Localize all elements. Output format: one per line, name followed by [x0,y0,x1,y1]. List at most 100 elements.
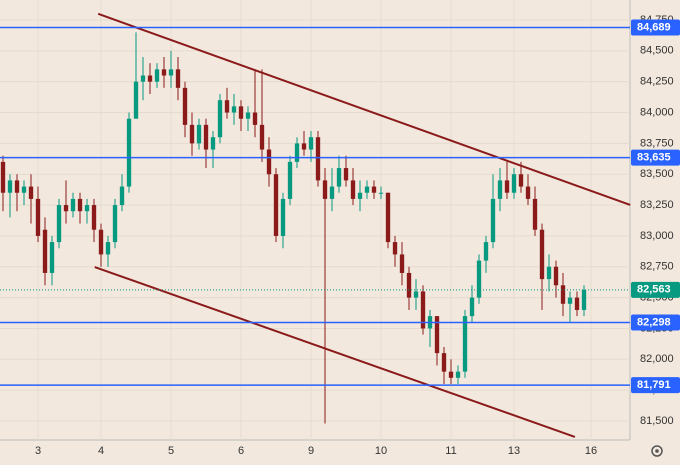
candle-body [182,87,188,125]
candle-body [203,124,209,150]
candle-body [385,192,391,243]
y-tick-label: 84,250 [640,76,674,88]
candle-body [168,69,174,76]
candle-body [567,297,573,304]
candle-body [504,180,510,193]
grid [0,0,630,440]
level-label: 83,635 [637,151,671,163]
candle-body [322,180,328,199]
candle-body [273,174,279,236]
candle-body [308,137,314,150]
candle-body [98,229,104,255]
y-tick-label: 82,750 [640,261,674,273]
candle-body [266,149,272,175]
candle-body [259,124,265,150]
candle-body [14,180,20,193]
candle-body [140,75,146,82]
x-tick-label: 3 [35,445,41,457]
y-tick-label: 81,500 [640,415,674,427]
candle-body [0,161,6,193]
candle-body [56,205,62,243]
plot [0,12,631,438]
candle-body [490,198,496,243]
candle-body [7,180,13,193]
level-badge [631,149,680,166]
candle-body [406,272,412,298]
candle-body [126,118,132,187]
x-tick-label: 9 [308,445,314,457]
candle-body [518,174,524,187]
candle-body [175,69,181,88]
candle-body [315,137,321,181]
candle-body [147,75,153,82]
candle-body [77,198,83,212]
last-price-badge [631,281,680,298]
candle-body [357,192,363,199]
candle-body [35,198,41,236]
candle-body [280,198,286,236]
y-tick-label: 83,000 [640,230,674,242]
candle-body [91,205,97,230]
candle-body [105,242,111,255]
candle-body [70,198,76,212]
candle-body [511,174,517,193]
candle-body [28,186,34,199]
candle-body [252,112,258,125]
candle-body [133,81,139,119]
candle-body [343,168,349,181]
candle-body [378,192,384,194]
level-label: 82,298 [637,316,671,328]
candle-body [553,266,559,286]
candle-body [336,168,342,187]
settings-icon[interactable] [651,445,663,457]
x-tick-label: 13 [508,445,520,457]
candle-body [119,186,125,206]
candle-body [469,297,475,317]
y-tick-label: 83,500 [640,168,674,180]
candle-body [154,69,160,82]
y-tick-label: 84,500 [640,45,674,57]
candle-body [539,229,545,280]
level-badge [631,314,680,331]
candle-body [483,242,489,261]
candle-body [63,205,69,212]
candle-body [189,124,195,144]
candle-body [301,143,307,150]
candle-body [448,371,454,378]
candle-body [238,106,244,119]
x-tick-label: 11 [445,445,456,457]
candle-body [161,69,167,76]
candle-body [294,143,300,162]
candle-body [560,285,566,304]
candle-body [399,254,405,273]
x-tick-label: 16 [585,445,597,457]
candle-body [392,242,398,255]
candle-body [420,291,426,329]
level-badge [631,377,680,394]
candle-body [532,198,538,230]
candle-body [21,186,27,193]
candle-body [525,186,531,199]
level-label: 84,689 [637,21,671,33]
y-tick-label: 84,000 [640,106,674,118]
axes: 81,50081,75082,00082,25082,50082,75083,0… [35,14,680,457]
candle-body [476,260,482,298]
candle-body [462,316,468,372]
candle-body [455,371,461,378]
y-tick-label: 82,000 [640,353,674,365]
candle-body [287,161,293,199]
candle-body [434,316,440,354]
candle-body [231,106,237,113]
x-tick-label: 6 [238,445,244,457]
candle-body [217,100,223,138]
candle-body [413,291,419,298]
settings-ring [651,445,663,457]
candle-body [350,180,356,199]
trend-line [97,12,631,206]
candle-body [364,186,370,193]
candle-body [196,124,202,144]
candle-body [112,205,118,243]
candle-body [371,186,377,193]
